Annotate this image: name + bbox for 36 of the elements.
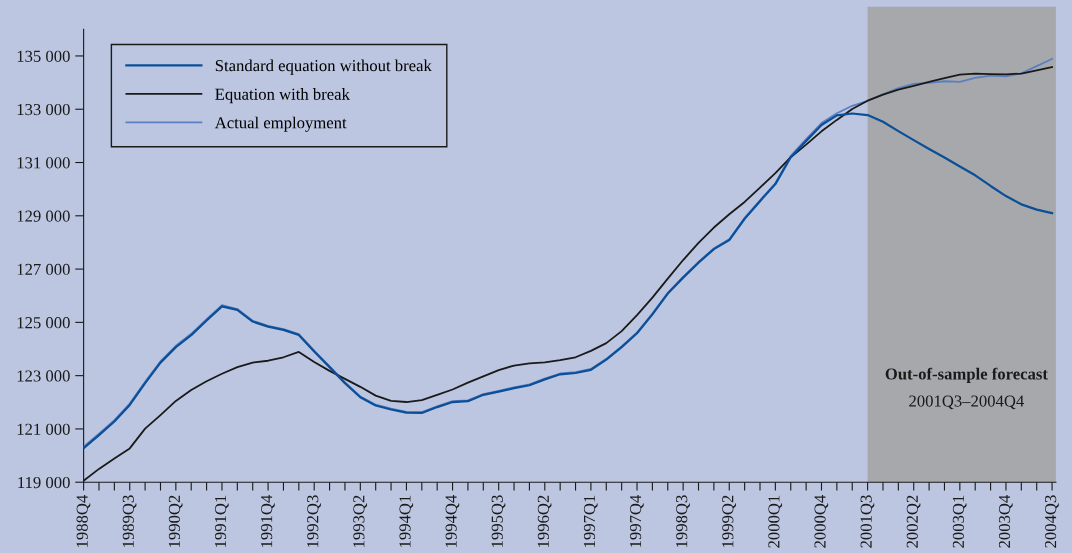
x-tick-label: 1991Q4 — [261, 494, 275, 547]
x-tick-label: 1992Q3 — [307, 495, 321, 547]
x-tick-label: 2004Q3 — [1045, 495, 1059, 548]
annotation: Out-of-sample forecast — [885, 367, 1048, 383]
y-tick-label: 127 000 — [17, 263, 70, 276]
legend-label: Actual employment — [214, 116, 347, 132]
x-tick-label: 1998Q3 — [676, 495, 690, 547]
x-tick-label: 1995Q3 — [491, 495, 506, 547]
y-tick-label: 135 000 — [17, 50, 70, 62]
y-tick-label: 123 000 — [17, 370, 70, 382]
y-tick-label: 133 000 — [17, 103, 70, 116]
y-tick-label: 121 000 — [17, 423, 70, 435]
y-tick-label: 125 000 — [17, 317, 70, 329]
x-tick-label: 1999Q2 — [722, 495, 736, 547]
x-tick-label: 2003Q4 — [998, 494, 1013, 548]
x-tick-label: 1994Q1 — [399, 495, 414, 547]
y-tick-label: 129 000 — [17, 210, 70, 222]
y-tick-label: 119 000 — [18, 476, 70, 489]
x-tick-label: 1989Q3 — [122, 495, 137, 547]
x-tick-label: 1997Q1 — [583, 495, 598, 547]
x-tick-label: 1991Q1 — [214, 495, 229, 547]
x-tick-label: 1994Q4 — [445, 494, 460, 547]
annotation: 2001Q3–2004Q4 — [909, 395, 1024, 410]
legend-label: Equation with break — [215, 88, 350, 104]
x-tick-label: 1993Q2 — [353, 495, 368, 547]
x-tick-label: 2001Q3 — [860, 495, 875, 548]
x-tick-label: 1997Q4 — [629, 494, 644, 547]
x-tick-label: 2003Q1 — [952, 495, 967, 548]
x-tick-label: 2002Q2 — [906, 495, 921, 548]
x-tick-label: 1996Q2 — [537, 495, 552, 547]
x-tick-label: 2000Q1 — [768, 495, 783, 548]
y-tick-label: 131 000 — [17, 157, 70, 169]
x-tick-label: 2000Q4 — [814, 494, 829, 548]
x-tick-label: 1988Q4 — [76, 494, 91, 547]
legend-label: Standard equation without break — [215, 59, 432, 75]
x-tick-label: 1990Q2 — [168, 495, 183, 547]
